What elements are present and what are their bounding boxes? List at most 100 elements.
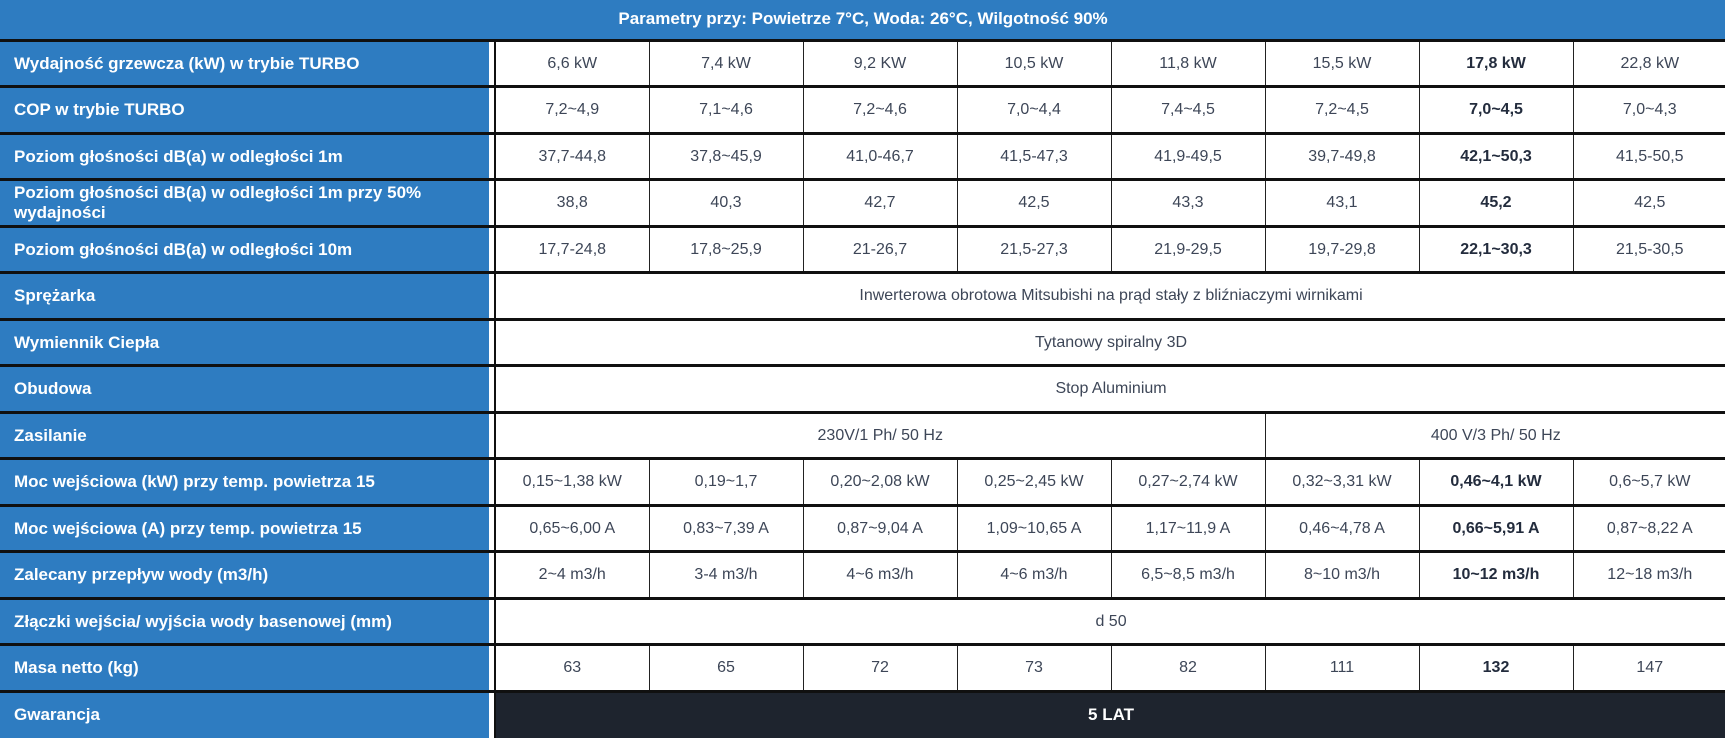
- value-cell: 4~6 m3/h: [802, 550, 957, 599]
- value-cell: 0,6~5,7 kW: [1572, 457, 1725, 506]
- value-cell: 1,17~11,9 A: [1110, 503, 1265, 552]
- warranty-value-cell: 5 LAT: [495, 689, 1725, 738]
- merged-value-cell: Stop Aluminium: [495, 364, 1725, 413]
- table-row-power-supply: Zasilanie 230V/1 Ph/ 50 Hz 400 V/3 Ph/ 5…: [0, 410, 1725, 459]
- value-cell: 22,8 kW: [1572, 38, 1725, 87]
- value-cell: 147: [1572, 643, 1725, 692]
- value-cell: 17,8~25,9: [648, 224, 803, 273]
- value-cell: 1,09~10,65 A: [956, 503, 1111, 552]
- value-cell: 12~18 m3/h: [1572, 550, 1725, 599]
- value-cell: 7,1~4,6: [648, 85, 803, 134]
- table-row-casing: Obudowa Stop Aluminium: [0, 364, 1725, 413]
- value-cell: 7,4~4,5: [1110, 85, 1265, 134]
- value-cell: 37,8~45,9: [648, 131, 803, 180]
- value-cell: 41,5-47,3: [956, 131, 1111, 180]
- value-cell: 7,4 kW: [648, 38, 803, 87]
- value-cell-highlighted: 0,66~5,91 A: [1418, 503, 1573, 552]
- value-cell: 7,0~4,3: [1572, 85, 1725, 134]
- value-cell: 17,7-24,8: [495, 224, 649, 273]
- value-cell: 10,5 kW: [956, 38, 1111, 87]
- value-cell: 9,2 KW: [802, 38, 957, 87]
- value-cell: 39,7-49,8: [1264, 131, 1419, 180]
- value-cell: 0,19~1,7: [648, 457, 803, 506]
- value-cell: 0,83~7,39 A: [648, 503, 803, 552]
- row-label: Masa netto (kg): [0, 643, 496, 692]
- table-row-input-power-kw: Moc wejściowa (kW) przy temp. powietrza …: [0, 457, 1725, 506]
- value-cell: 0,20~2,08 kW: [802, 457, 957, 506]
- table-row-warranty: Gwarancja 5 LAT: [0, 689, 1725, 738]
- value-cell: 42,5: [1572, 178, 1725, 227]
- value-cell: 21,5-30,5: [1572, 224, 1725, 273]
- row-label: Gwarancja: [0, 689, 496, 738]
- value-cell: 42,5: [956, 178, 1111, 227]
- value-cell: 6,5~8,5 m3/h: [1110, 550, 1265, 599]
- value-cell: 0,46~4,78 A: [1264, 503, 1419, 552]
- value-cell: 7,0~4,4: [956, 85, 1111, 134]
- value-cell-highlighted: 42,1~50,3: [1418, 131, 1573, 180]
- value-cell: 73: [956, 643, 1111, 692]
- value-cell: 3-4 m3/h: [648, 550, 803, 599]
- row-label: COP w trybie TURBO: [0, 85, 496, 134]
- row-label: Poziom głośności dB(a) w odległości 1m: [0, 131, 496, 180]
- value-cell: 2~4 m3/h: [495, 550, 649, 599]
- table-row-water-connections: Złączki wejścia/ wyjścia wody basenowej …: [0, 596, 1725, 645]
- row-label: Poziom głośności dB(a) w odległości 1m p…: [0, 178, 496, 227]
- value-cell: 0,32~3,31 kW: [1264, 457, 1419, 506]
- value-cell: 111: [1264, 643, 1419, 692]
- value-cell: 43,1: [1264, 178, 1419, 227]
- header-row: Parametry przy: Powietrze 7°C, Woda: 26°…: [0, 0, 1725, 42]
- merged-value-cell: d 50: [495, 596, 1725, 645]
- value-cell: 7,2~4,9: [495, 85, 649, 134]
- table-row-compressor: Sprężarka Inwerterowa obrotowa Mitsubish…: [0, 271, 1725, 320]
- table-row-noise-10m: Poziom głośności dB(a) w odległości 10m …: [0, 224, 1725, 273]
- value-cell: 6,6 kW: [495, 38, 649, 87]
- value-cell: 40,3: [648, 178, 803, 227]
- value-cell: 38,8: [495, 178, 649, 227]
- value-cell: 19,7-29,8: [1264, 224, 1419, 273]
- row-label: Wydajność grzewcza (kW) w trybie TURBO: [0, 38, 496, 87]
- table-row-input-current-a: Moc wejściowa (A) przy temp. powietrza 1…: [0, 503, 1725, 552]
- value-cell: 4~6 m3/h: [956, 550, 1111, 599]
- row-label: Złączki wejścia/ wyjścia wody basenowej …: [0, 596, 496, 645]
- value-cell: 0,15~1,38 kW: [495, 457, 649, 506]
- value-cell: 41,5-50,5: [1572, 131, 1725, 180]
- value-cell: 7,2~4,6: [802, 85, 957, 134]
- table-row-heat-exchanger: Wymiennik Ciepła Tytanowy spiralny 3D: [0, 317, 1725, 366]
- value-cell: 21,9-29,5: [1110, 224, 1265, 273]
- value-cell: 43,3: [1110, 178, 1265, 227]
- row-label: Poziom głośności dB(a) w odległości 10m: [0, 224, 496, 273]
- value-cell: 41,9-49,5: [1110, 131, 1265, 180]
- value-cell-highlighted: 10~12 m3/h: [1418, 550, 1573, 599]
- value-cell-highlighted: 132: [1418, 643, 1573, 692]
- value-cell: 0,87~8,22 A: [1572, 503, 1725, 552]
- value-cell: 82: [1110, 643, 1265, 692]
- power-supply-3ph-cell: 400 V/3 Ph/ 50 Hz: [1264, 410, 1725, 459]
- value-cell-highlighted: 0,46~4,1 kW: [1418, 457, 1573, 506]
- value-cell: 0,65~6,00 A: [495, 503, 649, 552]
- value-cell: 21-26,7: [802, 224, 957, 273]
- value-cell: 42,7: [802, 178, 957, 227]
- value-cell: 65: [648, 643, 803, 692]
- value-cell-highlighted: 17,8 kW: [1418, 38, 1573, 87]
- row-label: Obudowa: [0, 364, 496, 413]
- table-row-cop: COP w trybie TURBO 7,2~4,9 7,1~4,6 7,2~4…: [0, 85, 1725, 134]
- table-row-water-flow: Zalecany przepływ wody (m3/h) 2~4 m3/h 3…: [0, 550, 1725, 599]
- value-cell: 8~10 m3/h: [1264, 550, 1419, 599]
- value-cell-highlighted: 45,2: [1418, 178, 1573, 227]
- row-label: Moc wejściowa (A) przy temp. powietrza 1…: [0, 503, 496, 552]
- row-label: Wymiennik Ciepła: [0, 317, 496, 366]
- table-row-net-weight: Masa netto (kg) 63 65 72 73 82 111 132 1…: [0, 643, 1725, 692]
- table-row-noise-1m: Poziom głośności dB(a) w odległości 1m 3…: [0, 131, 1725, 180]
- table-title: Parametry przy: Powietrze 7°C, Woda: 26°…: [0, 0, 1725, 42]
- power-supply-1ph-cell: 230V/1 Ph/ 50 Hz: [495, 410, 1265, 459]
- row-label: Zasilanie: [0, 410, 496, 459]
- value-cell: 15,5 kW: [1264, 38, 1419, 87]
- value-cell: 11,8 kW: [1110, 38, 1265, 87]
- value-cell: 0,25~2,45 kW: [956, 457, 1111, 506]
- table-row-heating-capacity: Wydajność grzewcza (kW) w trybie TURBO 6…: [0, 38, 1725, 87]
- value-cell: 72: [802, 643, 957, 692]
- value-cell: 37,7-44,8: [495, 131, 649, 180]
- table-row-noise-1m-50pct: Poziom głośności dB(a) w odległości 1m p…: [0, 178, 1725, 227]
- value-cell: 0,87~9,04 A: [802, 503, 957, 552]
